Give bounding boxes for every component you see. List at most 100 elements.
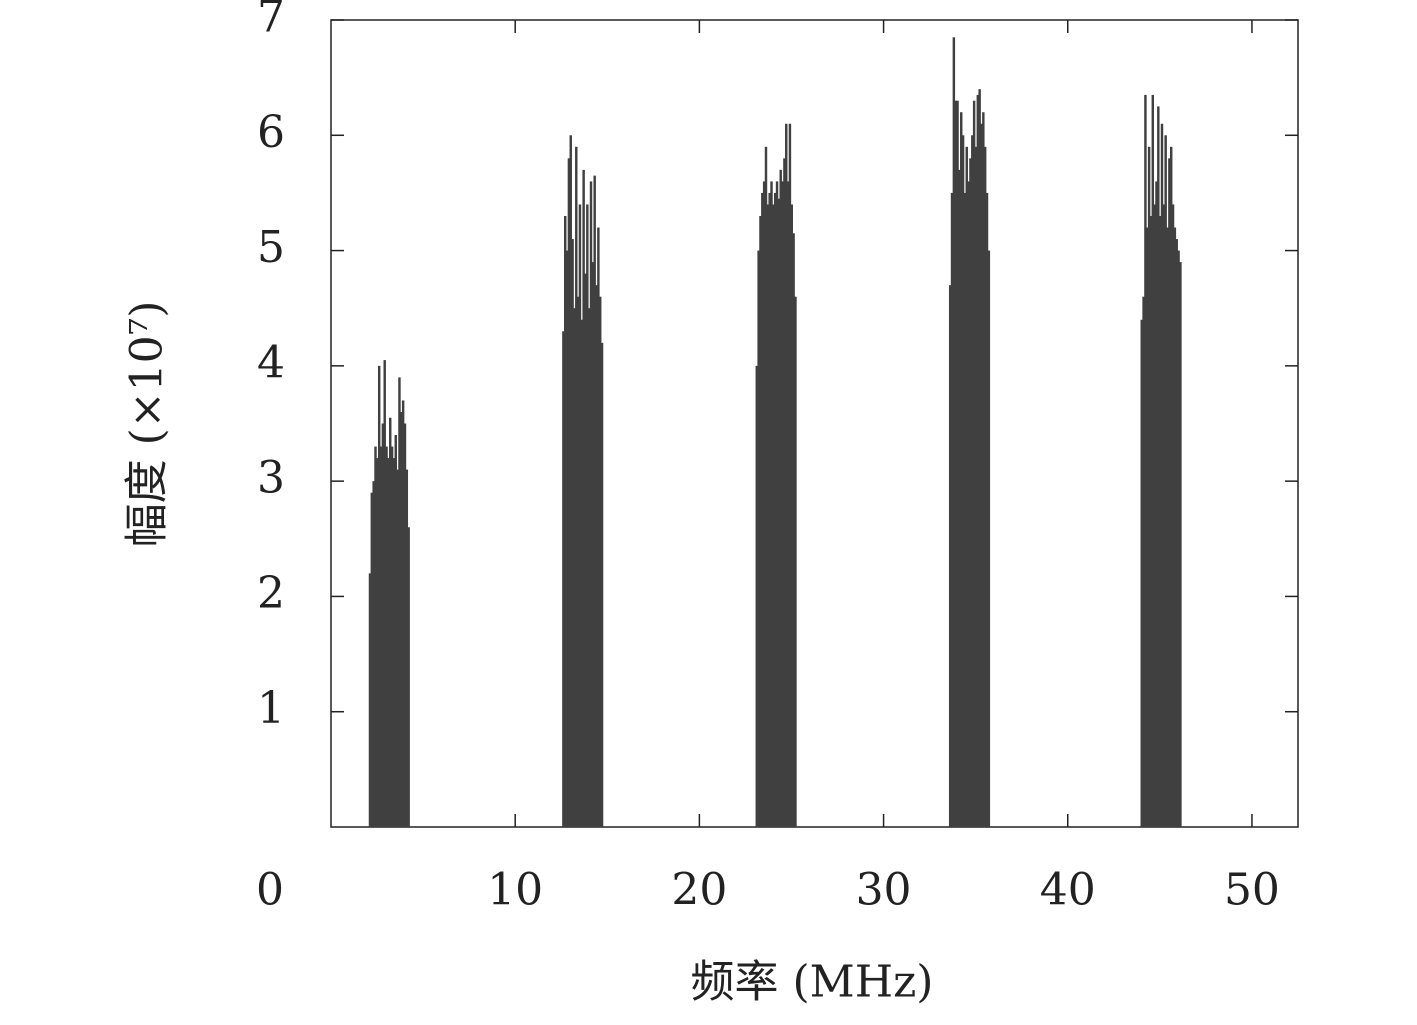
spectrum-bar <box>958 169 961 827</box>
spectrum-bar <box>582 169 585 827</box>
spectrum-bar <box>785 123 788 827</box>
spectrum-bar <box>961 135 965 828</box>
spectrum-bar <box>772 204 775 827</box>
spectrum-bar <box>783 158 786 828</box>
spectrum-bar <box>1164 135 1167 828</box>
spectrum-bar <box>392 458 396 827</box>
spectrum-bar <box>1146 227 1149 827</box>
spectrum-bar <box>370 492 374 827</box>
spectrum-bar <box>777 198 781 827</box>
spectrum-bar <box>1175 239 1178 828</box>
spectrum-bar <box>987 250 991 828</box>
y-tick-label: 6 <box>257 107 285 158</box>
spectrum-bar <box>757 250 760 828</box>
spectrum-bar <box>385 446 388 827</box>
spectrum-bar <box>781 181 784 827</box>
spectrum-bar <box>405 469 409 827</box>
spectrum-bar <box>978 89 981 827</box>
spectrum-bar <box>589 181 593 827</box>
spectrum-bar <box>381 423 385 827</box>
spectrum-bar <box>600 342 604 827</box>
spectrum-bar <box>980 123 983 827</box>
spectrum-bar <box>755 365 759 827</box>
spectrum-bar <box>383 360 386 827</box>
x-tick-label: 40 <box>1040 865 1096 916</box>
spectrum-bar <box>972 100 976 827</box>
spectrum-bar <box>792 233 795 827</box>
spectrum-bar <box>956 100 959 827</box>
spectrum-bar <box>571 239 574 828</box>
spectrum-bar <box>598 296 602 828</box>
spectrum-bar <box>1173 227 1177 827</box>
spectrum-bar <box>1171 204 1175 827</box>
spectrum-bar <box>954 100 957 827</box>
x-tick-label: 20 <box>671 865 727 916</box>
spectrum-bar <box>569 135 572 828</box>
spectrum-bar <box>779 169 782 827</box>
spectrum-bar <box>1157 106 1160 827</box>
spectrum-bar <box>400 411 403 827</box>
spectrum-bar <box>587 308 591 827</box>
spectrum-bar <box>564 215 567 827</box>
spectrum-bar <box>1168 158 1171 828</box>
spectrum-bar <box>401 400 405 827</box>
x-tick-label: 30 <box>856 865 912 916</box>
spectrum-bar <box>770 181 773 827</box>
spectrum-bar <box>786 181 790 827</box>
spectrum-bar <box>1169 146 1173 828</box>
y-tick-label: 1 <box>257 683 285 734</box>
spectrum-bar <box>368 573 372 827</box>
y-tick-label: 2 <box>257 568 285 619</box>
spectrum-bar <box>377 365 381 827</box>
spectrum-bar <box>965 146 968 828</box>
spectrum-bar <box>971 135 974 828</box>
spectrum-bar <box>389 417 392 827</box>
spectrum-bar <box>372 481 375 827</box>
spectrum-bar <box>575 146 578 828</box>
spectrum-bar <box>586 204 589 827</box>
spectrum-bar <box>963 192 967 827</box>
spectrum-bar <box>764 146 768 828</box>
spectrum-bar <box>950 192 954 827</box>
spectrum-bar <box>578 204 582 827</box>
spectrum-bar <box>1179 262 1182 828</box>
spectrum-bar <box>952 37 956 828</box>
spectrum-bar <box>573 308 576 827</box>
spectrum-bar <box>794 296 797 828</box>
y-axis-label: 幅度 (×10⁷) <box>122 301 173 548</box>
spectrum-bar <box>394 435 397 827</box>
spectrum-bar <box>1149 215 1153 827</box>
spectrum-bar <box>396 469 399 827</box>
y-tick-label: 4 <box>257 337 285 388</box>
spectrum-bar <box>976 94 980 827</box>
y-tick-label: 7 <box>257 0 285 43</box>
spectrum-bar <box>983 146 987 828</box>
spectrum-bar <box>1153 204 1156 827</box>
spectrum-bar <box>762 181 766 827</box>
spectrum-bar <box>775 181 779 827</box>
spectrum-bar <box>398 377 401 827</box>
y-tick-label: 5 <box>257 222 285 273</box>
spectrum-bar <box>788 123 792 827</box>
spectrum-bar <box>576 296 580 828</box>
spectrum-bar <box>761 192 764 827</box>
spectrum-bar <box>768 192 771 827</box>
spectrum-bar <box>967 181 970 827</box>
spectrum-bar <box>376 458 379 827</box>
y-tick-label: 3 <box>257 453 285 504</box>
spectrum-bar <box>759 215 762 827</box>
x-tick-label: 50 <box>1224 865 1280 916</box>
spectrum-bar <box>374 446 377 827</box>
spectrum-bar <box>407 527 410 827</box>
spectrum-bar <box>1155 181 1158 827</box>
spectrum-bar <box>985 192 989 827</box>
spectrum-bar <box>974 146 978 828</box>
spectrum-bar <box>593 175 596 827</box>
spectrum-bar <box>379 446 383 827</box>
spectrum-bar <box>1151 94 1155 827</box>
spectrum-bar <box>403 423 407 827</box>
spectrum-bar <box>597 227 600 827</box>
spectrum-bar <box>390 446 394 827</box>
spectrum-bar <box>1160 123 1164 827</box>
spectrum-bar <box>969 158 972 828</box>
